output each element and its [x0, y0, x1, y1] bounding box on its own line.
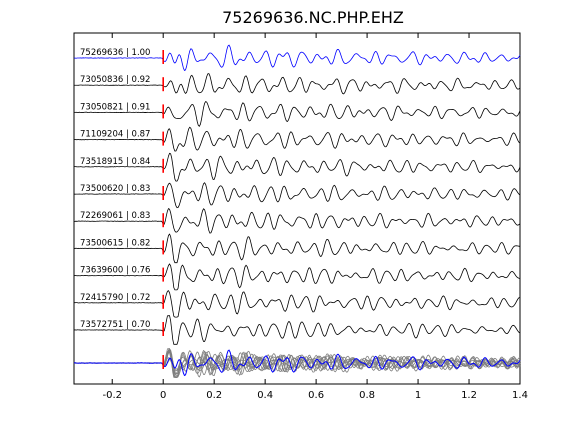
trace-label: 71109204 | 0.87: [80, 130, 150, 140]
trace-label: 73572751 | 0.70: [80, 320, 150, 330]
stack-overlay: [73, 347, 521, 378]
stack-reference-line: [73, 349, 521, 377]
trace-label: 73500620 | 0.83: [80, 184, 150, 194]
x-tick-label: 1.2: [461, 390, 477, 401]
x-tick-label: 1.4: [512, 390, 528, 401]
reference-trace-line: [73, 44, 521, 71]
trace-label: 73518915 | 0.84: [80, 157, 150, 167]
trace-label: 73639600 | 0.76: [80, 266, 150, 276]
trace-line: [73, 315, 521, 345]
trace-label: 72415790 | 0.72: [80, 293, 150, 303]
trace-line: [73, 233, 521, 264]
x-axis: -0.2 0 0.2 0.4 0.6 0.8 1 1.2 1.4: [102, 33, 528, 401]
x-tick-label: 0.8: [359, 390, 375, 401]
traces-layer: 75269636 | 1.00 73050836 | 0.92 73050821 |…: [73, 44, 521, 378]
plot-frame: [73, 32, 521, 385]
x-tick-label: 0.4: [257, 390, 273, 401]
trace-label: 73050836 | 0.92: [80, 75, 150, 85]
trace-row: 72269061 | 0.83: [73, 207, 521, 234]
trace-line: [73, 126, 521, 152]
trace-line: [73, 182, 521, 209]
trace-row: 73050821 | 0.91: [73, 100, 521, 128]
trace-row: 73518915 | 0.84: [73, 152, 521, 182]
trace-label: 72269061 | 0.83: [80, 211, 150, 221]
x-tick-label: 0.2: [206, 390, 222, 401]
x-tick-label: 0: [160, 390, 166, 401]
trace-row: 73572751 | 0.70: [73, 315, 521, 345]
trace-line: [73, 263, 521, 291]
trace-row: 75269636 | 1.00: [73, 44, 521, 71]
trace-row: 73500615 | 0.82: [73, 233, 521, 264]
trace-label: 73050821 | 0.91: [80, 102, 150, 112]
trace-row: 71109204 | 0.87: [73, 126, 521, 152]
chart-title: 75269636.NC.PHP.EHZ: [222, 8, 404, 27]
trace-line: [73, 152, 521, 182]
x-tick-label: 0.6: [308, 390, 324, 401]
trace-line: [73, 290, 521, 318]
trace-line: [73, 73, 521, 95]
x-tick-label: 1: [415, 390, 421, 401]
trace-line: [73, 207, 521, 234]
trace-row: 73639600 | 0.76: [73, 263, 521, 291]
trace-line: [73, 100, 521, 128]
x-tick-label: -0.2: [102, 390, 122, 401]
trace-row: 73050836 | 0.92: [73, 73, 521, 95]
trace-label: 75269636 | 1.00: [80, 48, 150, 58]
trace-row: 72415790 | 0.72: [73, 290, 521, 318]
trace-row: 73500620 | 0.83: [73, 182, 521, 209]
trace-label: 73500615 | 0.82: [80, 238, 150, 248]
